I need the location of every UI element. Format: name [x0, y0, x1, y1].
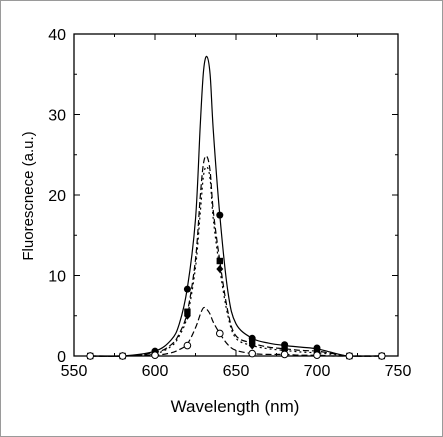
data-point-series-1: [216, 211, 224, 219]
data-point-series-3: [216, 265, 224, 274]
data-point-series-4: [280, 350, 289, 359]
y-tick-label: 10: [48, 269, 66, 286]
x-axis-label: Wavelength (nm): [171, 397, 300, 416]
data-point-series-3: [248, 341, 256, 350]
data-point-series-4: [378, 352, 386, 360]
series-line-3: [90, 166, 382, 357]
x-tick-label: 650: [223, 363, 250, 380]
data-point-series-4: [183, 341, 192, 350]
x-tick-label: 600: [142, 363, 169, 380]
series-line-2: [90, 155, 382, 357]
data-point-series-4: [216, 329, 224, 338]
y-tick-label: 0: [57, 349, 66, 366]
y-tick-label: 30: [48, 108, 66, 125]
series-line-4: [90, 306, 382, 357]
data-point-series-4: [345, 352, 354, 360]
y-axis-label: Fluorescnece (a.u.): [20, 131, 37, 260]
data-point-series-2: [216, 257, 223, 265]
data-point-series-3: [183, 311, 191, 320]
x-tick-label: 750: [385, 363, 412, 380]
data-point-series-4: [151, 351, 159, 359]
y-tick-label: 20: [48, 188, 66, 205]
x-tick-label: 550: [61, 363, 88, 380]
data-point-series-4: [86, 352, 94, 360]
data-point-series-4: [313, 351, 321, 359]
data-point-series-2: [184, 308, 191, 315]
data-point-series-4: [248, 349, 256, 358]
plot-border: [73, 33, 399, 357]
x-tick-label: 700: [304, 363, 331, 380]
data-point-series-4: [118, 352, 127, 360]
data-point-series-1: [183, 285, 191, 293]
y-tick-label: 40: [48, 27, 66, 44]
data-point-series-2: [249, 338, 256, 345]
series-line-1: [90, 55, 382, 357]
plot-area: 550 600 650 700 750 0 10 20 30 40: [48, 27, 411, 380]
